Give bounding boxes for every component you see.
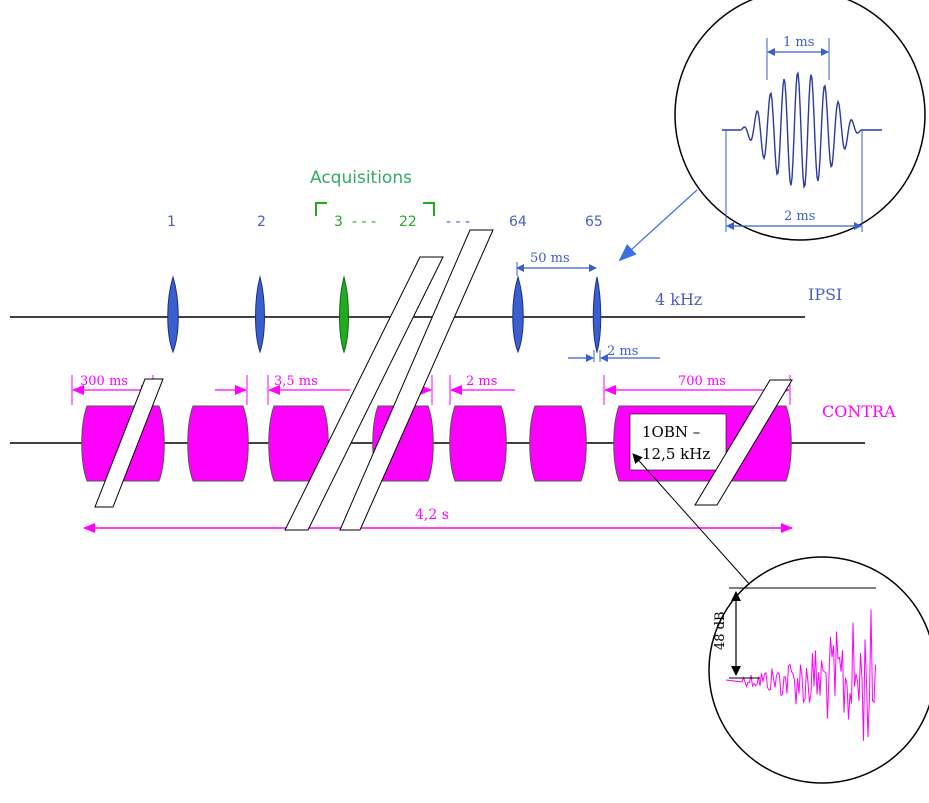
noise-zoom-circle (708, 556, 929, 784)
dim-700ms-label: 700 ms (678, 374, 726, 389)
acq-number-1: 1 (167, 214, 176, 230)
break-mark-right (694, 379, 793, 506)
noise-burst-5 (449, 405, 507, 482)
contra-label: CONTRA (822, 402, 896, 421)
tone-burst-acquisition (339, 275, 349, 354)
ipsi-tone-bursts (167, 275, 602, 354)
noise-label-line2: 12,5 kHz (642, 445, 710, 463)
ipsi-label: IPSI (808, 285, 842, 304)
break-mark-main-2 (339, 229, 494, 531)
noise-burst-waveform (725, 609, 876, 741)
noise-burst-6 (529, 405, 587, 482)
noise-burst-2 (187, 405, 249, 482)
range-bracket-left (315, 202, 327, 216)
dim-2ms-label: 2 ms (466, 374, 497, 389)
noise-zoom-pointer (632, 453, 761, 597)
acq-dots: - - - (446, 214, 470, 230)
interval-50ms-label: 50 ms (530, 251, 570, 266)
dim-300ms-label: 300 ms (80, 374, 128, 389)
tone-burst-2 (255, 275, 265, 354)
tone-burst-waveform (722, 71, 882, 189)
acq-range-end: 22 (399, 214, 417, 230)
noise-label-box (629, 413, 727, 471)
acq-range-start: 3 (334, 214, 343, 230)
tone-2ms-label: 2 ms (784, 209, 815, 224)
acq-number-65: 65 (585, 214, 603, 230)
gap-2ms-label: 2 ms (607, 344, 638, 359)
total-duration-label: 4,2 s (415, 507, 449, 523)
time-break-marks (94, 229, 793, 531)
tone-burst-1 (167, 275, 179, 354)
db-range-label: 48 dB (713, 611, 728, 650)
tone-zoom-pointer (618, 189, 698, 262)
noise-label-line1: 1OBN – (642, 423, 700, 441)
ipsi-frequency: 4 kHz (655, 290, 702, 309)
break-mark-main (284, 256, 444, 531)
tone-burst-64 (512, 275, 524, 354)
range-bracket-right (423, 202, 435, 216)
acq-range-dots: - - - (352, 214, 376, 230)
tone-1ms-label: 1 ms (783, 35, 814, 50)
break-mark-left (94, 378, 164, 508)
tone-burst-65 (592, 276, 602, 354)
acq-number-64: 64 (509, 214, 527, 230)
dim-3-5ms-label: 3,5 ms (274, 374, 318, 389)
acq-number-2: 2 (257, 214, 266, 230)
acquisitions-title: Acquisitions (310, 168, 412, 188)
